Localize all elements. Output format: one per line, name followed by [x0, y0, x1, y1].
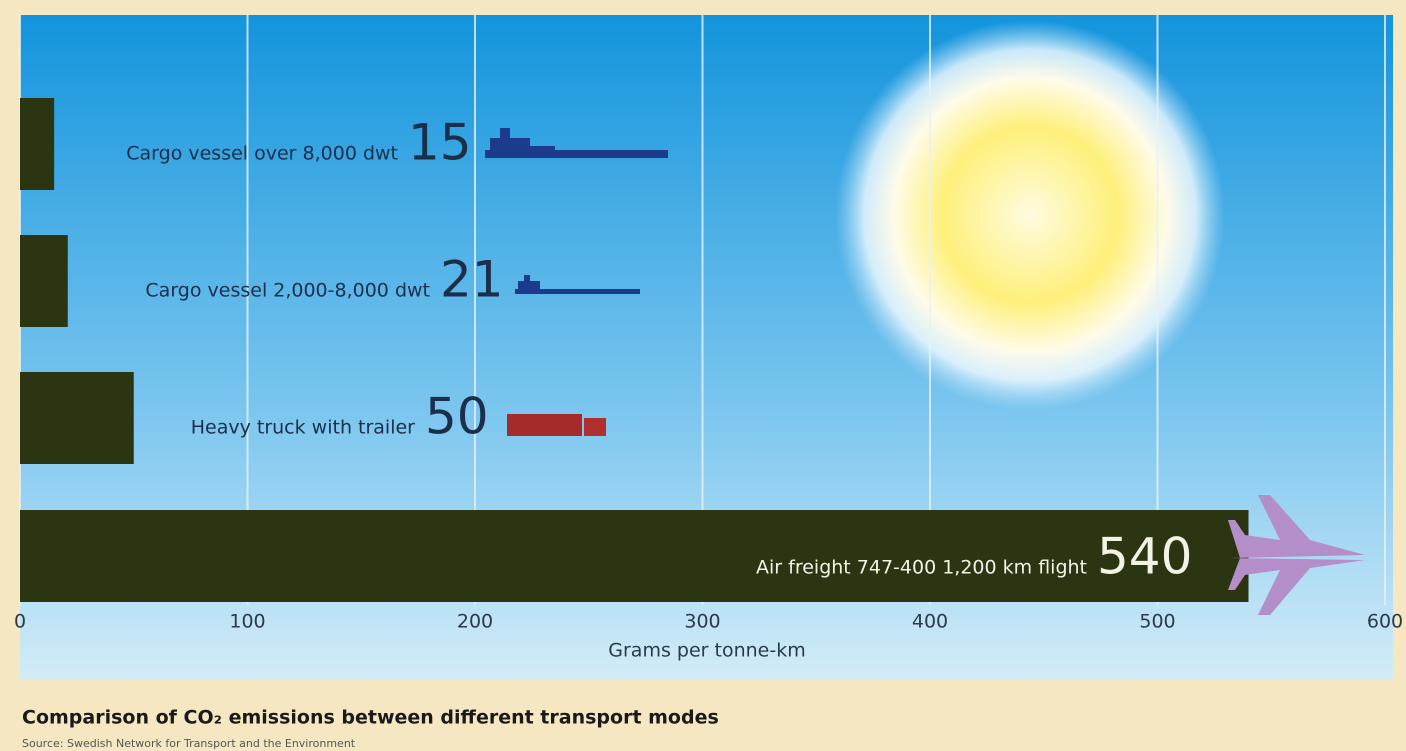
category-label: Cargo vessel over 8,000 dwt: [126, 143, 398, 165]
bar: [20, 372, 134, 464]
x-axis-label: Grams per tonne-km: [608, 640, 805, 662]
x-tick-label: 0: [14, 611, 26, 633]
x-tick-label: 200: [457, 611, 493, 633]
chart: 0 100 200 300 400 500 600 Cargo vessel over 8,0…: [0, 0, 1406, 751]
category-label: Cargo vessel 2,000-8,000 dwt: [145, 280, 430, 302]
x-tick-label: 100: [229, 611, 265, 633]
sun: [835, 20, 1225, 410]
x-tick-label: 600: [1367, 611, 1403, 633]
category-label: Heavy truck with trailer: [191, 417, 415, 439]
bar: [20, 98, 54, 190]
source: Source: Swedish Network for Transport an…: [22, 737, 356, 750]
value-label: 21: [440, 251, 504, 309]
x-tick-label: 400: [912, 611, 948, 633]
value-label: 50: [425, 388, 489, 446]
x-tick-label: 500: [1139, 611, 1175, 633]
x-tick-label: 300: [684, 611, 720, 633]
value-label: 15: [408, 114, 472, 172]
bar: [20, 235, 68, 327]
chart-title: Comparison of CO₂ emissions between diff…: [22, 707, 719, 729]
value-label: 540: [1097, 528, 1192, 586]
category-label: Air freight 747-400 1,200 km flight: [756, 557, 1087, 579]
